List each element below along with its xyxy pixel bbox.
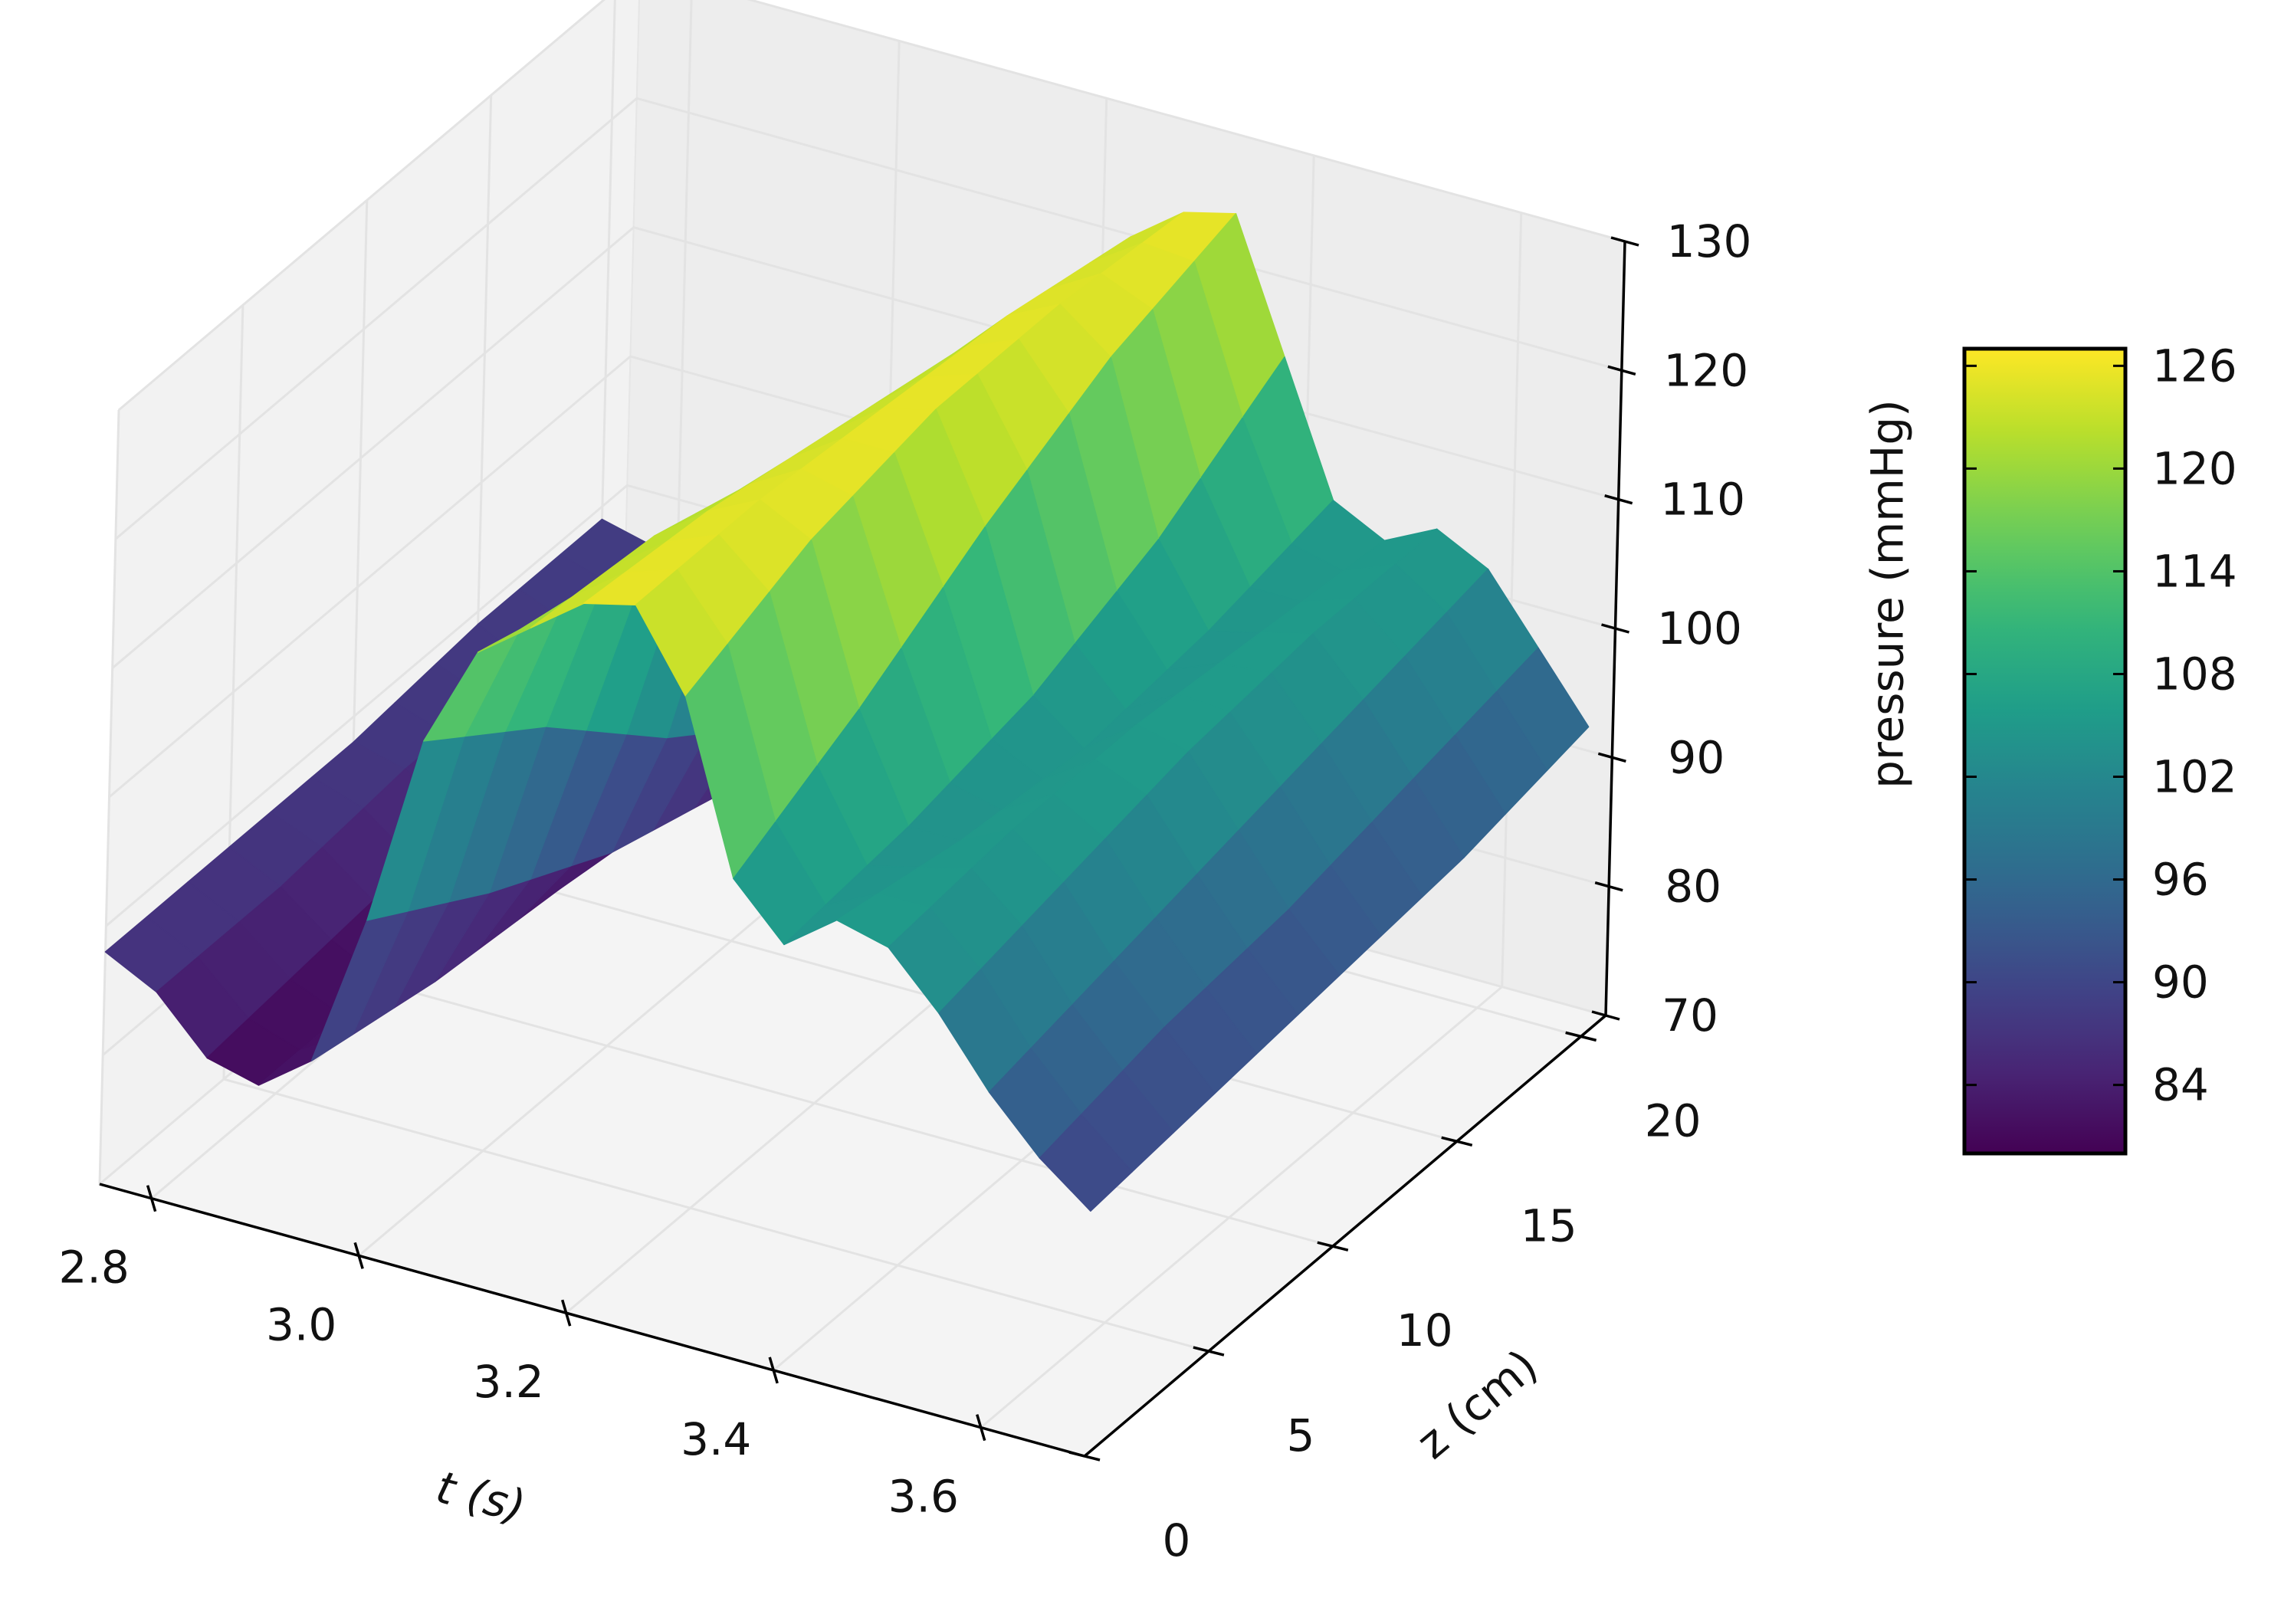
colorbar-tick-label: 84 [2152,1059,2209,1111]
z-tick [1317,1241,1349,1252]
pressure-tick-label: 80 [1665,861,1721,913]
pressure-tick [1604,494,1633,505]
pressure-tick-label: 90 [1668,731,1725,783]
t-tick-label: 3.2 [474,1356,544,1408]
t-tick [976,1414,986,1442]
t-tick [353,1242,364,1269]
colorbar: 84 90 96 102 108 114 120 126 [1962,340,2237,1156]
colorbar-tick-label: 96 [2152,854,2209,906]
z-tick-label: 10 [1396,1304,1453,1357]
z-axis-line [1083,1014,1607,1458]
grid-line-pressure [118,0,1626,412]
pressure-tick [1601,623,1629,634]
z-tick [1565,1031,1597,1042]
z-tick-label: 0 [1163,1514,1191,1567]
pressure-tick-label: 110 [1660,474,1745,526]
t-tick [561,1299,572,1327]
z-tick [1441,1136,1473,1147]
surface-patch [1039,1114,1133,1212]
pressure-tick-label: 130 [1667,215,1752,267]
z-axis-title: z (cm) [1406,1339,1547,1468]
t-tick-label: 3.6 [888,1471,959,1523]
t-tick-label: 3.0 [266,1298,336,1350]
surface [104,212,1590,1212]
t-tick-label: 3.4 [681,1413,751,1465]
colorbar-tick-label: 90 [2152,956,2209,1009]
z-tick-label: 20 [1645,1094,1702,1147]
axes: 2.8 3.0 3.2 3.4 3.6 t (s) 0 5 10 15 20 z (cm) 70 80 90… [59,215,1914,1567]
pressure-tick [1607,365,1636,376]
pressure-tick [1597,752,1626,763]
t-axis-title: t (s) [432,1461,531,1533]
pressure-tick [1594,881,1623,892]
colorbar-tick-label: 102 [2152,751,2237,803]
colorbar-tick-label: 126 [2152,340,2237,392]
colorbar-tick-label: 120 [2152,442,2237,494]
t-tick-label: 2.8 [59,1242,130,1294]
z-tick [1193,1346,1225,1357]
pressure-tick-label: 120 [1663,344,1748,396]
z-tick-label: 15 [1521,1199,1577,1252]
pressure-tick-label: 70 [1662,989,1718,1042]
z-tick-label: 5 [1286,1409,1314,1462]
pressure-axis-title: pressure (mmHg) [1862,399,1914,789]
colorbar-tick-label: 108 [2152,648,2237,700]
grid-line-pressure [114,97,1623,540]
t-axis-line [99,1183,1085,1458]
colorbar-tick-label: 114 [2152,545,2237,597]
pressure-tick [1591,1010,1620,1021]
t-tick [768,1357,779,1384]
z-tick [1068,1451,1101,1462]
pressure-tick [1610,236,1639,247]
colorbar-bar [1962,346,2128,1156]
t-tick [146,1185,157,1212]
pressure-tick-label: 100 [1657,602,1742,655]
